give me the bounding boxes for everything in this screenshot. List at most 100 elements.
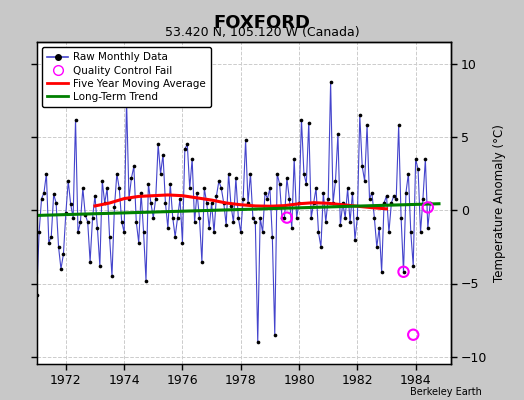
- Point: [89, 214, 97, 221]
- Point: [297, 116, 305, 123]
- Point: [392, 196, 400, 202]
- Point: [304, 119, 313, 126]
- Point: [40, 190, 48, 196]
- Point: [339, 200, 347, 206]
- Point: [329, 200, 337, 206]
- Point: [154, 141, 162, 148]
- Point: [380, 200, 388, 206]
- Point: [220, 200, 228, 206]
- Point: [390, 192, 398, 199]
- Point: [407, 229, 415, 236]
- Point: [288, 225, 296, 231]
- Point: [227, 203, 235, 209]
- Point: [270, 332, 279, 338]
- Point: [200, 185, 209, 192]
- Point: [215, 178, 223, 184]
- Point: [383, 192, 391, 199]
- Point: [261, 190, 269, 196]
- Point: [256, 214, 265, 221]
- Point: [348, 190, 357, 196]
- Point: [183, 141, 191, 148]
- Point: [224, 170, 233, 177]
- Point: [137, 190, 145, 196]
- Point: [103, 185, 111, 192]
- Point: [232, 175, 240, 181]
- Point: [409, 332, 418, 338]
- Point: [290, 156, 298, 162]
- Point: [149, 214, 158, 221]
- Point: [358, 163, 366, 170]
- Point: [105, 234, 114, 240]
- Point: [385, 229, 393, 236]
- Point: [212, 192, 221, 199]
- Point: [123, 97, 131, 104]
- Point: [307, 214, 315, 221]
- Point: [190, 219, 199, 225]
- Point: [69, 214, 78, 221]
- Point: [404, 170, 412, 177]
- Point: [37, 196, 46, 202]
- Point: [341, 214, 350, 221]
- Point: [76, 219, 84, 225]
- Point: [268, 234, 277, 240]
- Point: [331, 178, 340, 184]
- Point: [208, 200, 216, 206]
- Point: [139, 229, 148, 236]
- Point: [176, 196, 184, 202]
- Point: [373, 244, 381, 250]
- Point: [258, 229, 267, 236]
- Point: [234, 214, 243, 221]
- Point: [185, 185, 194, 192]
- Point: [263, 196, 271, 202]
- Point: [375, 225, 384, 231]
- Point: [302, 181, 311, 187]
- Point: [193, 190, 201, 196]
- Point: [195, 214, 204, 221]
- Point: [71, 116, 80, 123]
- Point: [353, 214, 362, 221]
- Point: [409, 263, 418, 269]
- Point: [423, 225, 432, 231]
- Point: [163, 225, 172, 231]
- Point: [81, 212, 90, 218]
- Y-axis label: Temperature Anomaly (°C): Temperature Anomaly (°C): [493, 124, 506, 282]
- Point: [351, 236, 359, 243]
- Point: [417, 229, 425, 236]
- Point: [217, 185, 225, 192]
- Point: [159, 152, 167, 158]
- Point: [242, 137, 250, 143]
- Point: [117, 219, 126, 225]
- Point: [64, 178, 72, 184]
- Point: [246, 170, 255, 177]
- Point: [91, 192, 99, 199]
- Point: [397, 214, 405, 221]
- Point: [399, 268, 408, 275]
- Point: [300, 170, 308, 177]
- Point: [411, 156, 420, 162]
- Point: [343, 185, 352, 192]
- Point: [62, 210, 70, 216]
- Point: [151, 196, 160, 202]
- Point: [115, 185, 124, 192]
- Point: [395, 122, 403, 129]
- Point: [54, 244, 63, 250]
- Point: [49, 191, 58, 198]
- Point: [59, 251, 68, 258]
- Point: [426, 200, 434, 206]
- Point: [280, 214, 289, 221]
- Point: [326, 78, 335, 85]
- Point: [98, 178, 106, 184]
- Point: [402, 190, 410, 196]
- Point: [312, 185, 320, 192]
- Point: [377, 268, 386, 275]
- Point: [322, 219, 330, 225]
- Point: [370, 214, 378, 221]
- Point: [205, 225, 213, 231]
- Point: [67, 201, 75, 208]
- Point: [314, 229, 323, 236]
- Point: [171, 234, 179, 240]
- Point: [210, 229, 218, 236]
- Point: [166, 181, 174, 187]
- Point: [244, 200, 252, 206]
- Point: [423, 204, 432, 210]
